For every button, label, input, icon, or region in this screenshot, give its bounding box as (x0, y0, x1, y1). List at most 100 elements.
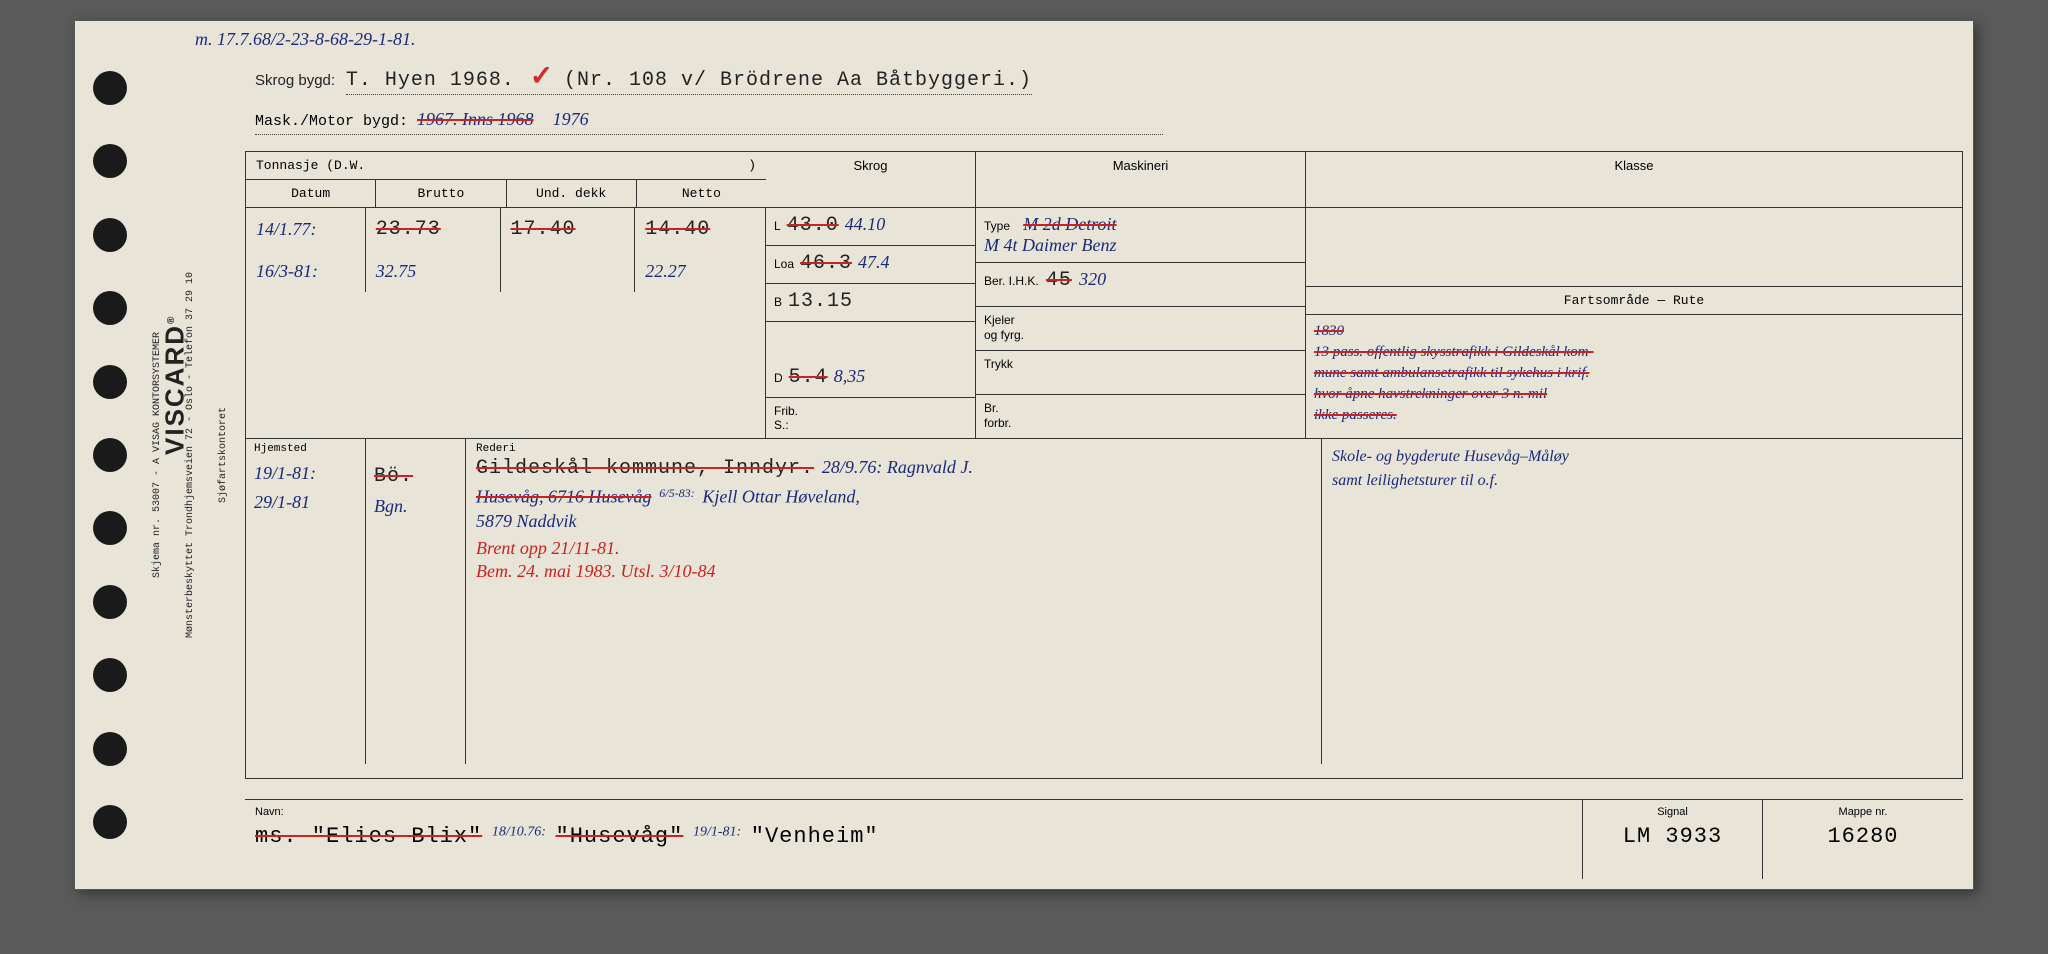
skrog-label: Skrog bygd: (255, 72, 335, 89)
farts-right: Skole- og bygderute Husevåg–Måløy samt l… (1322, 439, 1962, 764)
hjem-r1-loc: Bö. (374, 465, 413, 488)
farts-header: Fartsområde — Rute (1306, 287, 1962, 315)
farts2-line2: samt leilighetsturer til o.f. (1332, 469, 1952, 493)
row1-datum: 14/1.77: (256, 219, 317, 240)
hjemsted-head: Hjemsted (246, 439, 365, 459)
main-grid: Tonnasje (D.W. ) Datum Brutto Und. dekk … (245, 151, 1963, 779)
rederi-r1: Gildeskål kommune, Inndyr. (476, 457, 814, 480)
hjem-r1-date: 19/1-81: (254, 463, 316, 483)
navn-2: "Husevåg" (556, 824, 684, 849)
skrog-B: 13.15 (788, 290, 853, 313)
mask-ber: 45 (1046, 269, 1072, 292)
row1-brutto: 23.73 (376, 218, 441, 241)
farts-line3: hvor åpne havstrekninger over 3 n. mil (1314, 384, 1954, 405)
skrog-L-label: L (774, 219, 781, 233)
top-margin-note: m. 17.7.68/2-23-8-68-29-1-81. (195, 29, 415, 50)
skrog-typed: T. Hyen 1968. (346, 69, 515, 92)
col-brutto: Brutto (376, 180, 506, 207)
grid-header: Tonnasje (D.W. ) Datum Brutto Und. dekk … (246, 152, 1962, 208)
hjemsted-block: Hjemsted 19/1-81: 29/1-81 Bö. Bgn. (246, 438, 1962, 764)
rederi-addr: 5879 Naddvik (476, 511, 1311, 532)
mask-kjeler-label: Kjeler og fyrg. (984, 313, 1024, 342)
mask-type-hand: M 4t Daimer Benz (984, 235, 1116, 255)
mask-br-label: Br. forbr. (984, 401, 1011, 430)
farts-line1: 13 pass. offentlig skysstrafikk i Gildes… (1314, 342, 1954, 363)
col-klasse: Klasse (1306, 152, 1962, 207)
skrog-L-hand: 44.10 (845, 214, 886, 235)
mask-trykk-label: Trykk (984, 357, 1013, 371)
navn-3: "Venheim" (751, 824, 879, 849)
skrog-Loa: 46.3 (800, 252, 852, 275)
col-maskineri: Maskineri (976, 152, 1306, 207)
maskineri-body: Type M 2d Detroit M 4t Daimer Benz Ber. … (976, 208, 1306, 438)
skrog-L: 43.0 (787, 214, 839, 237)
row1-und: 17.40 (511, 218, 576, 241)
rederi-red2: Bem. 24. mai 1983. Utsl. 3/10-84 (476, 561, 1311, 582)
navn-label: Navn: (255, 806, 1572, 818)
row1-netto: 14.40 (645, 218, 710, 241)
rederi-head: Rederi (476, 443, 1311, 455)
card-content: m. 17.7.68/2-23-8-68-29-1-81. Skrog bygd… (245, 31, 1963, 879)
rederi-area: Rederi Gildeskål kommune, Inndyr. 28/9.7… (466, 439, 1322, 764)
navn-1: ms. "Elies Blix" (255, 824, 482, 849)
mappe-cell: Mappe nr. 16280 (1763, 800, 1963, 879)
motor-hand: 1976 (553, 109, 589, 129)
hjem-r2-loc: Bgn. (374, 496, 408, 516)
farts-line0: 1830 (1314, 321, 1954, 342)
skrog-paren: (Nr. 108 v/ Brödrene Aa Båtbyggeri.) (564, 69, 1032, 92)
row2-brutto: 32.75 (376, 261, 417, 282)
sidebar-line-2: Mønsterbeskyttet Trondhjemsveien 72 - Os… (184, 61, 198, 849)
tonnasje-label: Tonnasje (D.W. (256, 158, 365, 173)
rederi-r2-sup: 6/5-83: (659, 486, 694, 500)
col-skrog: Skrog (766, 152, 976, 207)
farts-line2: mune samt ambulansetrafikk til sykehus i… (1314, 363, 1954, 384)
sidebar-line-3: Sjøfartskontoret (217, 61, 231, 849)
skrog-body: L 43.0 44.10 Loa 46.3 47.4 B 13.15 (766, 208, 976, 438)
mappe-label: Mappe nr. (1773, 806, 1953, 818)
mask-ber-hand: 320 (1079, 269, 1106, 289)
skrog-frib-label: Frib. S.: (774, 404, 798, 432)
skrog-Loa-hand: 47.4 (858, 252, 890, 273)
mask-type-label: Type (984, 219, 1010, 233)
rederi-r2-strike: Husevåg, 6716 Husevåg (476, 486, 651, 506)
index-card: VISCARD® Skjema nr. 53007 - A VISAG KONT… (74, 20, 1974, 890)
rederi-r2-after: Kjell Ottar Høveland, (702, 486, 859, 506)
signal-label: Signal (1593, 806, 1752, 818)
skrog-D-hand: 8,35 (834, 366, 866, 387)
mask-ber-label: Ber. I.H.K. (984, 274, 1039, 288)
hjem-r2-date: 29/1-81 (254, 492, 310, 512)
farts-line4: ikke passeres. (1314, 405, 1954, 426)
header-motor: Mask./Motor bygd: 1967. Inns 1968 1976 (255, 109, 1163, 135)
klasse-body: Fartsområde — Rute 1830 13 pass. offentl… (1306, 208, 1962, 438)
row2-datum: 16/3-81: (256, 261, 318, 282)
col-und: Und. dekk (507, 180, 637, 207)
row2-netto: 22.27 (645, 261, 686, 282)
farts-notes: 1830 13 pass. offentlig skysstrafikk i G… (1306, 315, 1962, 438)
motor-label: Mask./Motor bygd: (255, 113, 408, 130)
col-datum: Datum (246, 180, 376, 207)
tonnage-row-1: 14/1.77: 23.73 17.40 14.40 (246, 208, 765, 250)
col-netto: Netto (637, 180, 766, 207)
motor-struck: 1967. Inns 1968 (417, 109, 534, 129)
mask-type-struck: M 2d Detroit (1023, 214, 1116, 234)
signal-cell: Signal LM 3933 (1583, 800, 1763, 879)
rederi-r1-after: 28/9.76: Ragnvald J. (822, 457, 973, 477)
tonnage-body: 14/1.77: 23.73 17.40 14.40 16/3-81: 32.7… (246, 208, 766, 438)
farts2-line1: Skole- og bygderute Husevåg–Måløy (1332, 445, 1952, 469)
tonnage-row-2: 16/3-81: 32.75 22.27 (246, 250, 765, 292)
skrog-Loa-label: Loa (774, 257, 794, 271)
form-meta-sidebar: Skjema nr. 53007 - A VISAG KONTORSYSTEME… (151, 41, 231, 869)
mappe-val: 16280 (1773, 824, 1953, 849)
rederi-red1: Brent opp 21/11-81. (476, 538, 1311, 559)
tonnasje-header: Tonnasje (D.W. ) Datum Brutto Und. dekk … (246, 152, 766, 207)
footer-row: Navn: ms. "Elies Blix" 18/10.76: "Husevå… (245, 799, 1963, 879)
red-checkmark: ✓ (530, 60, 553, 91)
signal-val: LM 3933 (1593, 824, 1752, 849)
navn-h2: 19/1-81: (693, 825, 741, 840)
skrog-D-label: D (774, 371, 783, 385)
navn-cell: Navn: ms. "Elies Blix" 18/10.76: "Husevå… (245, 800, 1583, 879)
navn-h1: 18/10.76: (492, 825, 546, 840)
sidebar-line-1: Skjema nr. 53007 - A VISAG KONTORSYSTEME… (151, 61, 165, 849)
header-skrog: Skrog bygd: T. Hyen 1968. ✓ (Nr. 108 v/ … (255, 59, 1953, 95)
skrog-B-label: B (774, 295, 782, 309)
